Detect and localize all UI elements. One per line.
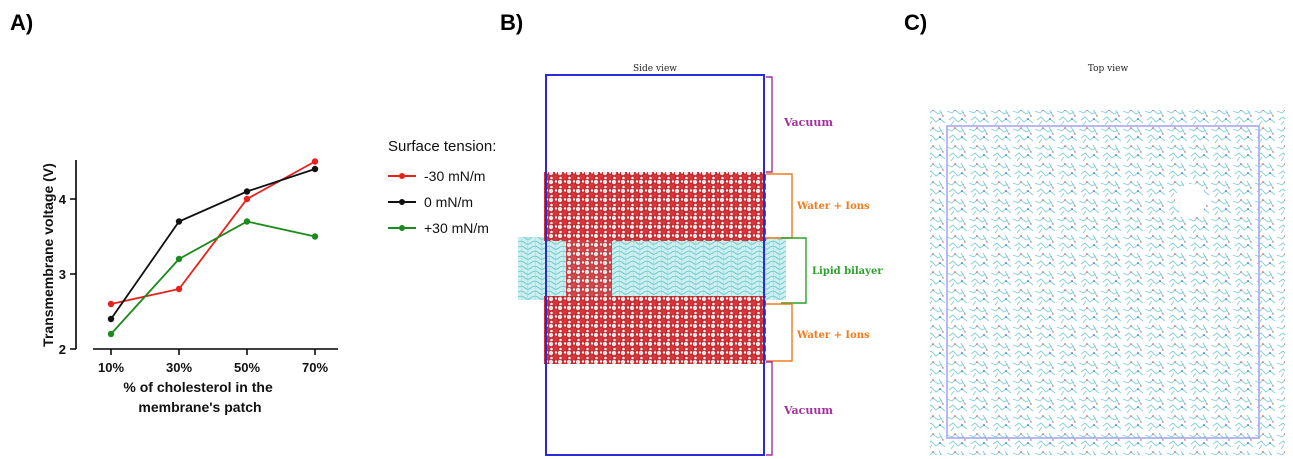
side-view-title: Side view [633, 64, 677, 74]
top-view-pore [1175, 184, 1207, 216]
water-bottom-label: Water + Ions [796, 330, 870, 341]
legend-title: Surface tension: [388, 138, 497, 155]
x-tick-label: 10% [98, 360, 124, 375]
y-tick-label: 3 [59, 267, 66, 282]
legend-swatch [388, 197, 416, 207]
data-point [175, 255, 183, 263]
water-ions-layer-top [544, 172, 766, 241]
y-tick-label: 4 [59, 192, 67, 207]
legend-label: -30 mN/m [424, 168, 486, 184]
series-line [110, 168, 316, 320]
data-point [243, 218, 251, 225]
data-point [311, 165, 319, 173]
y-tick-label: 2 [59, 342, 66, 357]
lipid-bilayer-bracket [781, 237, 807, 304]
panel-label-b: B) [500, 10, 524, 35]
side-view-panel: Side view Vacuum Water + Ions Lipid bila… [518, 64, 883, 456]
top-view-panel: Top view [930, 64, 1285, 455]
data-point [107, 330, 115, 338]
water-top-bracket [766, 173, 793, 239]
legend-item-zero: 0 mN/m [388, 189, 496, 215]
legend-item-plus-30: +30 mN/m [388, 215, 496, 241]
data-point [311, 233, 319, 240]
series-line [110, 160, 316, 305]
data-point [107, 315, 115, 323]
x-axis-label: % of cholesterol in the membrane's patch [123, 379, 276, 415]
x-tick-label: 30% [166, 360, 192, 375]
chart-plot-area: 2 3 4 10% 30% 50% 70% Transmembrane voltage (… [40, 158, 338, 415]
data-point [243, 195, 251, 203]
panel-label-a: A) [10, 10, 34, 35]
data-point [175, 285, 183, 293]
vacuum-top-label: Vacuum [783, 116, 833, 129]
x-axis-label-line-2: membrane's patch [138, 399, 261, 415]
panel-label-c: C) [904, 10, 928, 35]
water-bottom-bracket [766, 303, 793, 362]
vacuum-bottom-bracket [766, 361, 773, 456]
top-simulation-box [946, 125, 1260, 439]
top-view-title: Top view [1088, 64, 1129, 74]
water-ions-layer-bottom [544, 296, 766, 364]
data-point [107, 300, 115, 308]
data-point [311, 158, 319, 165]
data-point [175, 218, 183, 225]
data-point [243, 188, 251, 195]
legend-label: 0 mN/m [424, 194, 473, 210]
x-tick-label: 50% [234, 360, 260, 375]
water-pore-channel [566, 238, 612, 300]
side-simulation-box [545, 74, 765, 456]
series-line [110, 220, 316, 335]
chart-legend: Surface tension: -30 mN/m 0 mN/m +30 mN/… [388, 138, 496, 241]
x-tick-label: 70% [302, 360, 328, 375]
legend-swatch [388, 223, 416, 233]
water-top-label: Water + Ions [796, 201, 870, 212]
lipid-bilayer-label: Lipid bilayer [812, 266, 883, 277]
legend-swatch [388, 171, 416, 181]
legend-label: +30 mN/m [424, 220, 489, 236]
lipid-bilayer-layer [518, 237, 786, 300]
legend-item-minus-30: -30 mN/m [388, 163, 496, 189]
x-axis-label-line-1: % of cholesterol in the [123, 379, 273, 395]
y-axis-label: Transmembrane voltage (V) [40, 163, 56, 347]
top-view-lipid-mesh [930, 110, 1285, 455]
vacuum-top-bracket [766, 76, 773, 173]
vacuum-bottom-label: Vacuum [783, 404, 833, 417]
